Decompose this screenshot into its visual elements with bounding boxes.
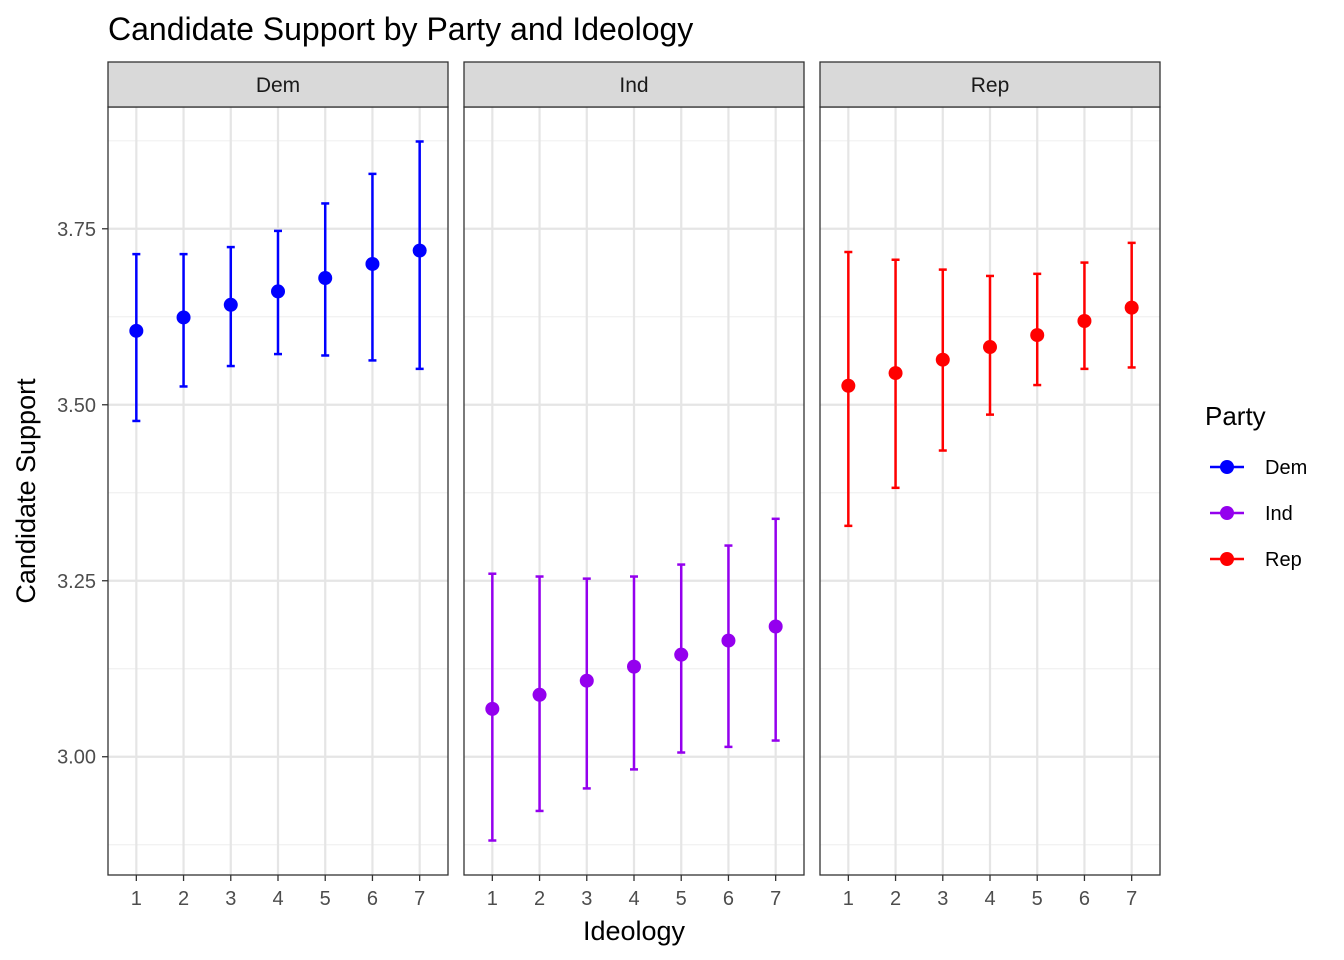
- legend-item-rep: Rep: [1210, 549, 1302, 571]
- data-point: [1030, 328, 1045, 343]
- facet-strip: [463, 61, 805, 108]
- legend-label: Rep: [1265, 549, 1302, 571]
- x-tick-label: 6: [1079, 888, 1090, 910]
- data-point: [888, 366, 903, 381]
- y-tick-label: 3.75: [57, 219, 96, 241]
- facet-label: Rep: [971, 74, 1010, 97]
- data-point: [532, 687, 547, 702]
- legend-item-dem: Dem: [1210, 457, 1307, 479]
- x-tick-label: 5: [1032, 888, 1043, 910]
- x-tick-label: 7: [1126, 888, 1137, 910]
- facet-strip: [107, 61, 449, 108]
- data-point: [271, 284, 285, 299]
- x-tick-label: 3: [937, 888, 948, 910]
- y-tick-label: 3.25: [57, 571, 96, 593]
- x-tick-label: 1: [843, 888, 854, 910]
- data-point: [627, 659, 641, 674]
- data-point: [674, 647, 689, 662]
- legend: Party Dem Ind Rep: [1205, 401, 1307, 571]
- x-tick-label: 2: [534, 888, 545, 910]
- y-tick-label: 3.00: [57, 747, 96, 769]
- x-tick-label: 5: [676, 888, 687, 910]
- data-point: [318, 271, 333, 286]
- legend-point: [1220, 506, 1234, 520]
- data-point: [935, 352, 950, 367]
- x-tick-label: 4: [272, 888, 283, 910]
- x-tick-label: 4: [628, 888, 639, 910]
- x-tick-label: 5: [320, 888, 331, 910]
- x-axis-label: Ideology: [583, 916, 686, 946]
- panel-dem: Dem 1 2 3 4 5 6 7: [107, 61, 449, 910]
- panel-ind: Ind 1 2 3 4 5 6 7: [463, 61, 805, 910]
- legend-point: [1220, 460, 1234, 474]
- legend-point: [1220, 552, 1234, 566]
- data-point: [485, 701, 500, 716]
- data-point: [1077, 313, 1092, 328]
- facet-label: Dem: [256, 74, 300, 97]
- x-tick-label: 2: [890, 888, 901, 910]
- x-tick-label: 1: [487, 888, 498, 910]
- y-axis-label: Candidate Support: [11, 378, 41, 604]
- panel-rep: Rep 1 2 3 4 5 6 7: [819, 61, 1161, 910]
- data-point: [1124, 300, 1139, 315]
- x-tick-label: 2: [178, 888, 189, 910]
- x-tick-label: 6: [367, 888, 378, 910]
- x-tick-label: 4: [984, 888, 995, 910]
- x-tick-label: 7: [770, 888, 781, 910]
- chart-title: Candidate Support by Party and Ideology: [108, 11, 693, 47]
- data-point: [176, 310, 191, 325]
- x-tick-label: 3: [581, 888, 592, 910]
- data-point: [129, 323, 144, 338]
- x-tick-label: 1: [131, 888, 142, 910]
- x-tick-label: 6: [723, 888, 734, 910]
- data-point: [768, 619, 783, 634]
- data-point: [412, 243, 427, 258]
- data-point: [223, 297, 238, 312]
- data-point: [365, 256, 380, 271]
- y-tick-label: 3.50: [57, 395, 96, 417]
- legend-label: Dem: [1265, 457, 1307, 479]
- data-point: [983, 340, 997, 355]
- facet-strip: [819, 61, 1161, 108]
- legend-item-ind: Ind: [1210, 503, 1293, 525]
- x-tick-label: 3: [225, 888, 236, 910]
- legend-label: Ind: [1265, 503, 1293, 525]
- data-point: [721, 633, 736, 648]
- x-tick-label: 7: [414, 888, 425, 910]
- legend-title: Party: [1205, 401, 1266, 431]
- facet-label: Ind: [619, 74, 648, 97]
- data-point: [579, 673, 594, 688]
- data-point: [841, 378, 856, 393]
